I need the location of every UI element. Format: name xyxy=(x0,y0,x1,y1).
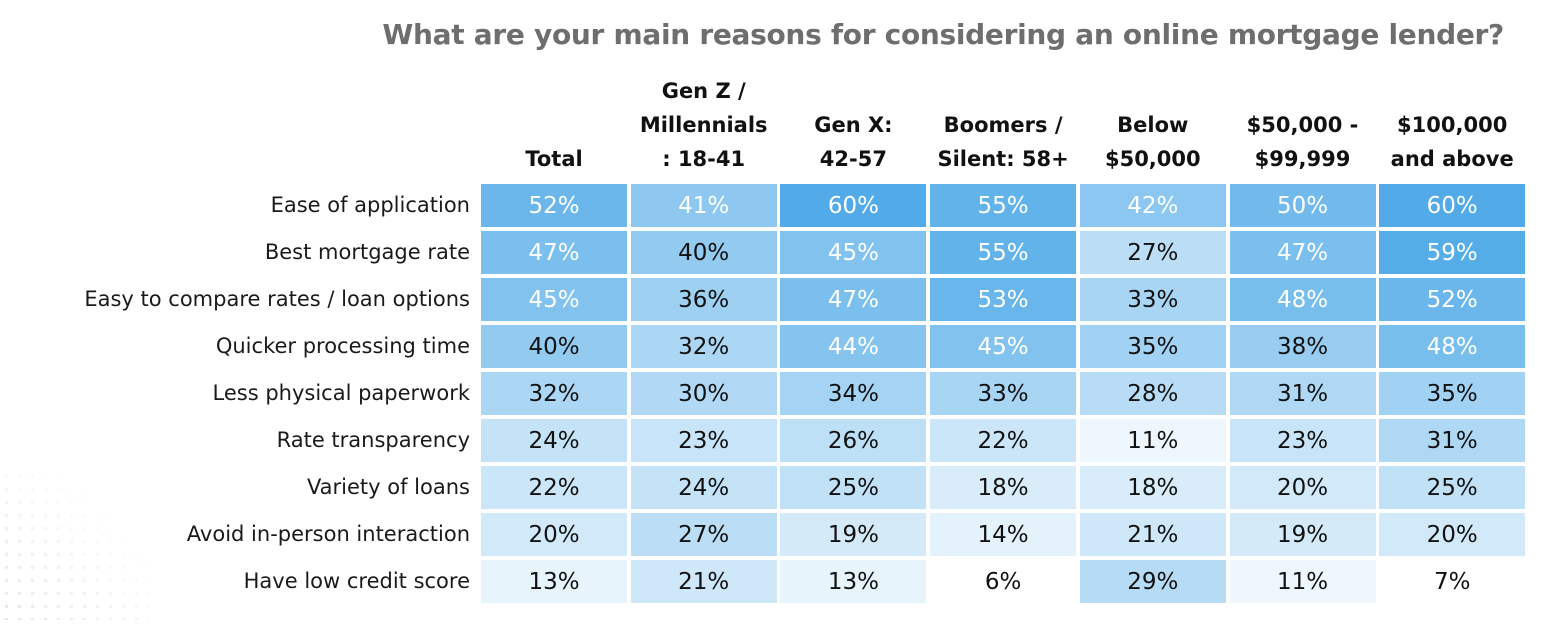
heatmap-cell: 7% xyxy=(1433,568,1471,595)
heatmap-cell: 60% xyxy=(1379,184,1526,227)
column-header: Total xyxy=(525,147,583,171)
heatmap-cell: 30% xyxy=(630,372,777,415)
row-label: Have low credit score xyxy=(243,569,470,593)
heatmap-cell: 21% xyxy=(1079,513,1226,556)
heatmap-cell: 36% xyxy=(630,278,777,321)
row-label: Ease of application xyxy=(270,193,470,217)
heatmap-cell: 38% xyxy=(1229,325,1376,368)
heatmap-cell: 14% xyxy=(930,513,1077,556)
heatmap-cell: 40% xyxy=(630,231,777,274)
heatmap-cell: 45% xyxy=(481,278,627,321)
heatmap-cell: 59% xyxy=(1379,231,1526,274)
heatmap-cell: 20% xyxy=(481,513,627,556)
column-header: Below $50,000 xyxy=(1104,113,1201,171)
column-header: $50,000 - $99,999 xyxy=(1246,113,1359,171)
heatmap-cell: 23% xyxy=(1229,419,1376,462)
heatmap-cell: 23% xyxy=(630,419,777,462)
heatmap-cell: 25% xyxy=(780,466,927,509)
row-label: Avoid in-person interaction xyxy=(186,522,470,546)
heatmap-cell: 33% xyxy=(930,372,1077,415)
heatmap-cell: 53% xyxy=(930,278,1077,321)
heatmap-cell: 6% xyxy=(984,568,1022,595)
heatmap-cell: 44% xyxy=(780,325,927,368)
heatmap-cell: 20% xyxy=(1229,466,1376,509)
heatmap-cell: 45% xyxy=(780,231,927,274)
heatmap-cell: 18% xyxy=(1079,466,1226,509)
row-label: Rate transparency xyxy=(276,428,470,452)
column-header: Gen X: 42-57 xyxy=(814,113,893,171)
heatmap-cell: 27% xyxy=(1079,231,1226,274)
heatmap-cell: 22% xyxy=(930,419,1077,462)
heatmap-cell: 21% xyxy=(630,560,777,603)
heatmap-cell: 55% xyxy=(930,184,1077,227)
heatmap-cell: 19% xyxy=(780,513,927,556)
heatmap-cell: 22% xyxy=(481,466,627,509)
chart-title: What are your main reasons for consideri… xyxy=(382,18,1504,51)
heatmap-cell: 50% xyxy=(1229,184,1376,227)
heatmap-cell: 55% xyxy=(930,231,1077,274)
column-header: $100,000 and above xyxy=(1390,113,1514,171)
heatmap-cell: 47% xyxy=(481,231,627,274)
row-label: Easy to compare rates / loan options xyxy=(84,287,470,311)
heatmap-cell: 52% xyxy=(481,184,627,227)
heatmap-cell: 48% xyxy=(1229,278,1376,321)
heatmap-cell: 19% xyxy=(1229,513,1376,556)
heatmap-cell: 20% xyxy=(1379,513,1526,556)
heatmap-cell: 26% xyxy=(780,419,927,462)
heatmap-cell: 33% xyxy=(1079,278,1226,321)
heatmap-cell: 11% xyxy=(1079,419,1226,462)
heatmap-cell: 29% xyxy=(1079,560,1226,603)
heatmap-cell: 31% xyxy=(1229,372,1376,415)
heatmap-cell: 32% xyxy=(481,372,627,415)
heatmap-cell: 11% xyxy=(1229,560,1376,603)
heatmap-cell: 41% xyxy=(630,184,777,227)
heatmap-cell: 32% xyxy=(630,325,777,368)
heatmap-cell: 48% xyxy=(1379,325,1526,368)
column-header: Boomers / Silent: 58+ xyxy=(937,113,1069,171)
heatmap-cell: 42% xyxy=(1079,184,1226,227)
heatmap-cell: 24% xyxy=(630,466,777,509)
heatmap-cell: 40% xyxy=(481,325,627,368)
row-label: Quicker processing time xyxy=(215,334,470,358)
row-label: Best mortgage rate xyxy=(264,240,470,264)
heatmap-cell: 25% xyxy=(1379,466,1526,509)
heatmap-cell: 24% xyxy=(481,419,627,462)
heatmap-cell: 45% xyxy=(930,325,1077,368)
row-label: Variety of loans xyxy=(306,475,470,499)
heatmap-cell: 52% xyxy=(1379,278,1526,321)
heatmap-cell: 27% xyxy=(630,513,777,556)
column-header: Gen Z / Millennials : 18-41 xyxy=(639,79,768,171)
heatmap-cell: 28% xyxy=(1079,372,1226,415)
heatmap-cell: 13% xyxy=(780,560,927,603)
heatmap-cell: 47% xyxy=(780,278,927,321)
heatmap-cell: 18% xyxy=(930,466,1077,509)
heatmap-cell: 35% xyxy=(1379,372,1526,415)
row-label: Less physical paperwork xyxy=(212,381,470,405)
heatmap-cell: 60% xyxy=(780,184,927,227)
heatmap-cell: 35% xyxy=(1079,325,1226,368)
heatmap-cell: 31% xyxy=(1379,419,1526,462)
heatmap-cell: 34% xyxy=(780,372,927,415)
heatmap-cell: 47% xyxy=(1229,231,1376,274)
heatmap-cell: 13% xyxy=(481,560,627,603)
decorative-dot-pattern xyxy=(0,470,150,620)
